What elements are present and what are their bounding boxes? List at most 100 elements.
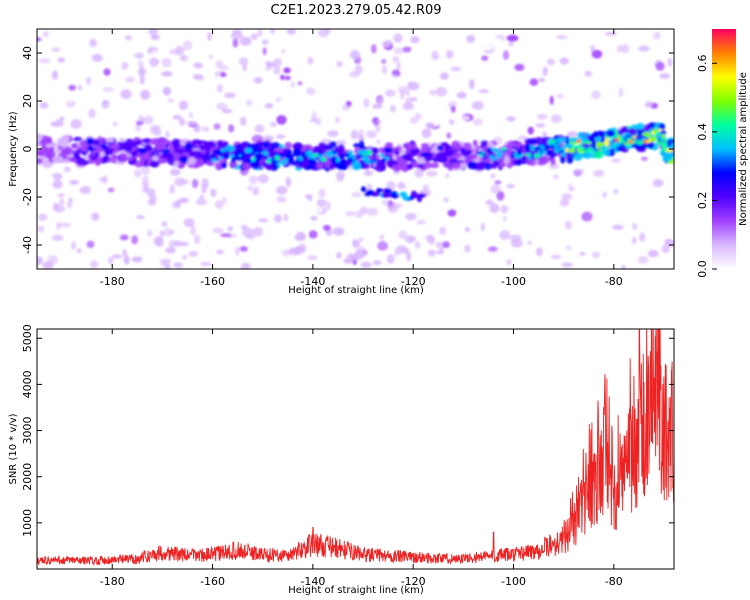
noise-blob	[464, 244, 471, 253]
ridge-hotspot	[486, 147, 492, 153]
noise-blob	[376, 139, 381, 145]
ridge-blob	[95, 159, 103, 165]
noise-blob	[60, 222, 71, 228]
ridge-blob	[119, 153, 128, 163]
noise-blob	[238, 57, 249, 67]
ridge-hotspot	[363, 156, 368, 162]
noise-blob	[119, 234, 129, 241]
noise-blob	[466, 34, 476, 44]
noise-blob	[279, 74, 285, 81]
ridge-blob	[462, 150, 469, 157]
ridge-hotspot	[228, 148, 233, 153]
x-tick-label: -80	[605, 275, 623, 288]
noise-blob	[409, 116, 419, 125]
noise-blob	[652, 179, 664, 188]
ridge-blob	[203, 141, 210, 147]
secondary-feature-blob	[383, 188, 392, 194]
noise-blob	[169, 168, 181, 176]
noise-blob	[406, 251, 412, 262]
y-tick-label: 5000	[21, 324, 34, 352]
ridge-blob	[171, 138, 181, 147]
noise-blob	[261, 258, 267, 263]
noise-blob	[359, 206, 369, 215]
noise-blob	[53, 204, 66, 213]
noise-blob	[172, 114, 182, 120]
y-tick-label: 3000	[21, 417, 34, 445]
secondary-feature-blob	[381, 192, 390, 199]
ridge-blob	[392, 163, 402, 173]
colorbar-tick-label: 0.6	[696, 55, 709, 73]
noise-blob	[65, 94, 75, 103]
noise-blob	[386, 180, 396, 191]
ridge-blob	[555, 137, 567, 143]
spectrogram-noise	[37, 29, 674, 269]
noise-blob	[239, 116, 247, 126]
ridge-blob	[566, 155, 574, 164]
ridge-blob	[444, 144, 453, 154]
ridge-hotspot	[661, 147, 667, 153]
noise-blob	[216, 102, 228, 111]
noise-blob	[133, 168, 142, 178]
noise-blob	[297, 80, 303, 86]
ridge-blob	[474, 162, 486, 171]
y-tick-label: 2000	[21, 463, 34, 491]
colorbar-tick-label: 0.0	[696, 260, 709, 278]
ridge-blob	[265, 162, 273, 171]
spectrogram-heatmap	[37, 29, 674, 269]
noise-blob	[308, 230, 318, 239]
noise-blob	[414, 168, 424, 178]
noise-blob	[491, 225, 498, 233]
ridge-hotspot	[273, 152, 281, 156]
ridge-blob	[503, 155, 510, 165]
noise-blob	[179, 54, 188, 62]
ridge-hotspot	[551, 151, 555, 158]
ridge-hotspot	[375, 149, 379, 154]
noise-blob	[425, 122, 436, 129]
noise-blob	[239, 246, 248, 252]
noise-blob	[38, 58, 51, 64]
ridge-blob	[166, 152, 174, 159]
noise-blob	[433, 102, 443, 109]
noise-blob	[183, 40, 193, 51]
noise-blob	[193, 234, 201, 245]
noise-blob	[602, 191, 607, 199]
ridge-blob	[487, 142, 495, 149]
noise-blob	[154, 264, 166, 269]
noise-blob	[502, 50, 510, 61]
noise-blob	[489, 203, 500, 214]
noise-blob	[50, 121, 58, 127]
noise-blob	[293, 194, 305, 204]
noise-blob	[650, 65, 657, 74]
ridge-blob	[292, 142, 303, 150]
noise-blob	[199, 194, 205, 200]
ridge-blob	[480, 139, 489, 147]
noise-blob	[616, 44, 624, 53]
noise-blob	[481, 55, 489, 61]
ridge-hotspot	[576, 139, 582, 144]
noise-blob	[490, 184, 501, 194]
noise-blob	[216, 249, 224, 255]
noise-blob	[381, 64, 388, 75]
noise-blob	[148, 57, 160, 68]
ridge-blob	[37, 135, 41, 145]
x-tick-label: -100	[501, 275, 526, 288]
ridge-hotspot	[231, 157, 237, 163]
noise-blob	[286, 34, 295, 44]
ridge-blob	[516, 159, 522, 166]
noise-blob	[605, 31, 617, 36]
ridge-blob	[467, 154, 474, 162]
noise-blob	[225, 199, 234, 208]
noise-blob	[429, 90, 437, 96]
noise-blob	[273, 57, 283, 67]
noise-blob	[186, 120, 198, 126]
noise-blob	[384, 89, 396, 97]
ridge-blob	[273, 148, 284, 153]
noise-blob	[126, 130, 136, 136]
noise-blob	[38, 213, 48, 222]
noise-blob	[125, 120, 132, 126]
ridge-hotspot	[312, 153, 319, 157]
ridge-blob	[214, 162, 224, 171]
ridge-blob	[406, 163, 413, 170]
noise-blob	[224, 92, 236, 99]
noise-blob	[524, 256, 530, 266]
